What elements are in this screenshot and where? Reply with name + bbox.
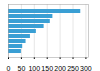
svg-text:150: 150: [41, 65, 53, 71]
svg-text:0: 0: [7, 65, 11, 71]
svg-text:300: 300: [80, 65, 92, 71]
svg-text:100: 100: [28, 65, 40, 71]
svg-text:50: 50: [18, 65, 26, 71]
svg-text:250: 250: [67, 65, 79, 71]
svg-text:200: 200: [54, 65, 66, 71]
